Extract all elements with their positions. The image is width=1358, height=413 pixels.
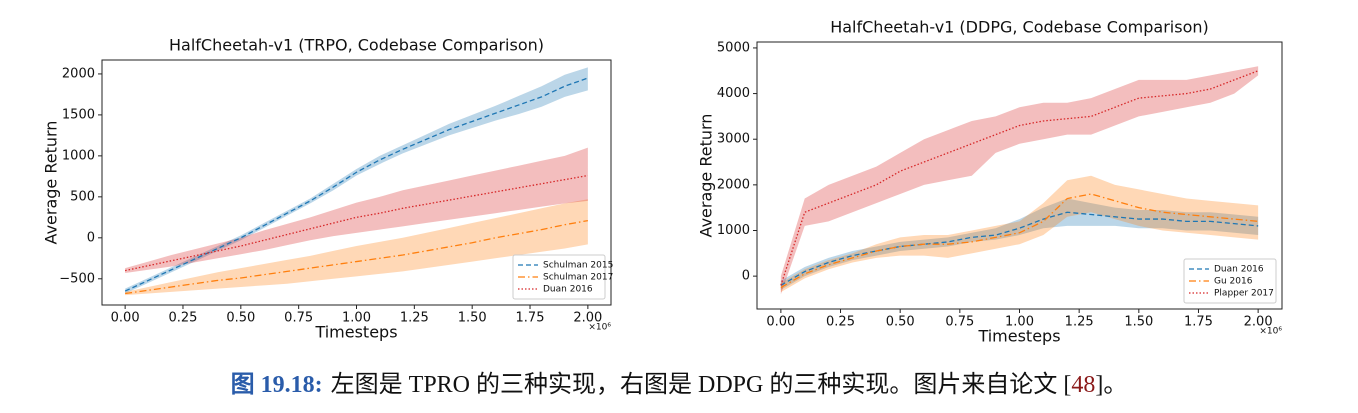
legend-label: Plapper 2017 [1214, 289, 1274, 299]
legend-label: Schulman 2017 [543, 273, 613, 283]
x-tick-label: 1.25 [1065, 315, 1094, 330]
x-offset-label: ×10⁶ [588, 323, 611, 333]
chart-title: HalfCheetah-v1 (TRPO, Codebase Compariso… [169, 36, 544, 55]
y-tick-label: 0 [742, 269, 750, 284]
x-axis-label: Timesteps [977, 327, 1060, 346]
chart-title: HalfCheetah-v1 (DDPG, Codebase Compariso… [830, 18, 1209, 37]
x-axis-label: Timesteps [314, 323, 397, 342]
series-line [780, 70, 1259, 286]
caption: 图 19.18: 左图是 TPRO 的三种实现，右图是 DDPG 的三种实现。图片… [231, 371, 1128, 398]
x-tick-label: 2.00 [573, 311, 602, 326]
x-offset-label: ×10⁶ [1259, 327, 1282, 337]
series-line [780, 193, 1259, 289]
y-tick-label: −500 [59, 271, 95, 286]
y-axis-label: Average Return [697, 114, 716, 238]
legend-label: Schulman 2015 [543, 261, 613, 271]
band [780, 175, 1259, 293]
series-line [124, 77, 589, 292]
legend-label: Duan 2016 [1214, 265, 1264, 275]
x-tick-label: 0.75 [284, 311, 313, 326]
x-tick-label: 0.50 [226, 311, 255, 326]
x-tick-label: 1.25 [400, 311, 429, 326]
y-tick-label: 1000 [62, 148, 95, 163]
legend-box [1183, 258, 1277, 304]
band [780, 198, 1259, 290]
y-tick-label: 0 [87, 230, 95, 245]
y-tick-label: 5000 [717, 40, 750, 55]
band [125, 67, 588, 294]
x-tick-label: 0.25 [169, 311, 198, 326]
band [125, 147, 588, 274]
x-tick-label: 1.75 [516, 311, 545, 326]
x-tick-label: 0.25 [826, 315, 855, 330]
x-tick-label: 1.00 [1005, 315, 1034, 330]
y-tick-label: 1000 [717, 223, 750, 238]
x-tick-label: 1.00 [342, 311, 371, 326]
y-tick-label: 1500 [62, 107, 95, 122]
x-tick-label: 0.00 [111, 311, 140, 326]
x-tick-label: 1.75 [1184, 315, 1213, 330]
series-line [125, 219, 588, 295]
caption-text: 左图是 TPRO 的三种实现，右图是 DDPG 的三种实现。图片来自论文 [ [331, 371, 1072, 398]
y-tick-label: 4000 [717, 86, 750, 101]
y-tick-label: 3000 [717, 132, 750, 147]
x-tick-label: 0.00 [766, 315, 795, 330]
x-tick-label: 1.50 [458, 311, 487, 326]
band [125, 199, 588, 296]
x-tick-label: 2.00 [1244, 315, 1273, 330]
series-line [780, 211, 1259, 286]
y-tick-label: 500 [70, 189, 95, 204]
x-tick-label: 1.50 [1124, 315, 1153, 330]
legend-label: Gu 2016 [1214, 277, 1253, 287]
legend-label: Duan 2016 [543, 285, 593, 295]
legend-box [512, 254, 606, 300]
caption-end: ]。 [1095, 372, 1127, 398]
y-tick-label: 2000 [62, 66, 95, 81]
y-tick-label: 2000 [717, 177, 750, 192]
caption-label: 图 19.18: [231, 371, 323, 398]
y-axis-label: Average Return [42, 121, 61, 245]
caption-ref: 48 [1071, 372, 1095, 398]
x-tick-label: 0.50 [886, 315, 915, 330]
x-tick-label: 0.75 [945, 315, 974, 330]
